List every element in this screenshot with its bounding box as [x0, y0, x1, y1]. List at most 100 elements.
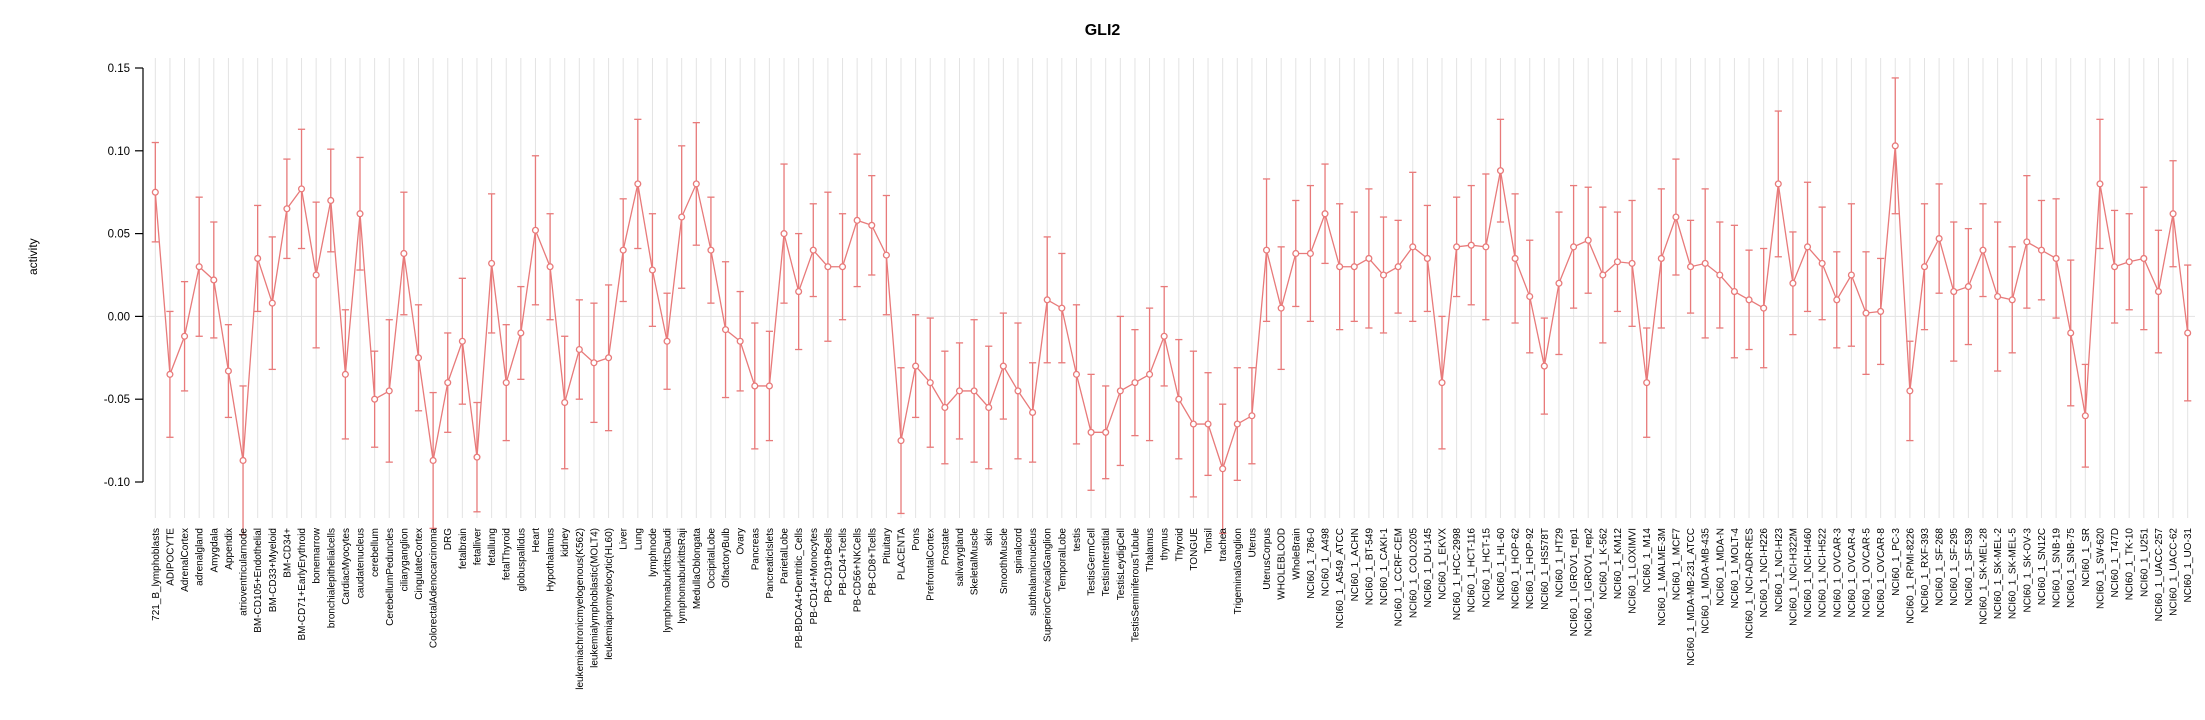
x-category-label: ParietalLobe — [780, 528, 791, 585]
data-point — [1657, 254, 1665, 262]
x-category-label: NCI60_1_HCT-116 — [1467, 528, 1478, 613]
data-point — [575, 345, 583, 354]
x-category-label: PB-CD56+NKCells — [853, 528, 864, 612]
x-category-label: NCI60_1_OVCAR-8 — [1876, 528, 1887, 618]
data-point — [1394, 263, 1402, 271]
data-point — [955, 387, 964, 395]
data-point — [2154, 288, 2162, 296]
data-point — [1964, 283, 1972, 291]
x-category-label: NCI60_1_KM12 — [1613, 528, 1624, 600]
x-category-label: NCI60_1_SK-OV-3 — [2022, 528, 2033, 613]
data-point — [1687, 263, 1695, 271]
data-point — [751, 382, 759, 390]
x-category-label: NCI60_1_SF-295 — [1949, 528, 1960, 606]
x-category-label: NCI60_1_OVCAR-3 — [1832, 528, 1843, 618]
data-point — [1277, 304, 1285, 312]
data-point — [1175, 395, 1183, 403]
x-category-label: NCI60_1_A498 — [1321, 528, 1332, 597]
x-category-label: NCI60_1_MOLT-4 — [1730, 528, 1741, 609]
x-category-label: PB-CD8+Tcells — [867, 528, 878, 596]
x-category-label: NCI60_1_HOP-92 — [1525, 528, 1536, 610]
data-point — [254, 254, 262, 262]
x-category-label: NCI60_1_DU-145 — [1423, 528, 1434, 608]
x-category-label: Tonsil — [1204, 528, 1215, 554]
x-category-label: PB-CD19+Bcells — [823, 528, 834, 603]
data-point — [166, 370, 174, 378]
data-point — [2008, 296, 2016, 304]
x-category-label: TestisLeydigCell — [1116, 528, 1127, 600]
data-point — [1189, 420, 1197, 428]
data-point — [2096, 180, 2104, 188]
data-point — [312, 271, 320, 279]
data-point — [1760, 304, 1768, 312]
x-category-label: NCI60_1_SK-MEL-5 — [2008, 528, 2019, 620]
chart-title: GLI2 — [1084, 22, 1121, 39]
data-point — [648, 266, 656, 274]
data-point — [1029, 408, 1037, 416]
x-category-label: TestisInterstitial — [1101, 528, 1112, 596]
x-category-label: Lung — [633, 528, 644, 550]
x-category-label: ADIPOCYTE — [165, 528, 176, 586]
x-category-label: Ovary — [736, 528, 747, 555]
x-category-label: NCI60_1_SK-MEL-2 — [1993, 528, 2004, 620]
x-category-label: skin — [984, 528, 995, 546]
data-point — [1219, 465, 1227, 473]
x-category-label: kidney — [560, 528, 571, 557]
data-point — [1262, 246, 1271, 254]
data-point — [795, 288, 803, 296]
data-point — [1453, 243, 1461, 251]
data-point — [838, 263, 847, 271]
data-point — [1833, 296, 1841, 304]
x-category-label: BM-CD105+Endothelial — [253, 528, 264, 633]
y-tick-label: 0.00 — [108, 311, 130, 323]
data-point — [1599, 271, 1607, 279]
x-category-label: Appendix — [224, 528, 235, 570]
data-point — [1131, 379, 1139, 387]
x-category-label: NCI60_1_IGROV1_rep1 — [1569, 528, 1580, 637]
data-point — [2169, 210, 2177, 218]
data-point — [1423, 254, 1431, 262]
data-point — [1336, 263, 1344, 271]
x-category-label: NCI60_1_CAKI-1 — [1379, 528, 1390, 606]
x-category-label: NCI60_1_NCI-H522 — [1818, 528, 1829, 618]
y-tick-label: 0.15 — [108, 63, 130, 75]
x-category-label: thymus — [1160, 528, 1171, 560]
x-category-label: SmoothMuscle — [999, 528, 1010, 595]
x-category-label: NCI60_1_HT29 — [1554, 528, 1565, 598]
x-category-label: lymphnode — [648, 528, 659, 577]
data-point — [1643, 379, 1651, 387]
x-category-label: AdrenalCortex — [180, 528, 191, 592]
data-point — [970, 387, 978, 395]
data-point — [1146, 370, 1154, 378]
x-category-label: BM-CD34+ — [282, 528, 293, 578]
data-point — [458, 337, 466, 345]
x-category-label: Pituitary — [882, 528, 893, 564]
data-point — [224, 367, 232, 375]
x-category-label: globuspallidus — [516, 528, 527, 591]
x-category-label: NCI60_1_RXF-393 — [1920, 528, 1931, 613]
x-category-label: NCI60_1_SF-539 — [1964, 528, 1975, 606]
x-category-label: NCI60_1_HOP-62 — [1511, 528, 1522, 610]
series-line — [154, 145, 2189, 471]
x-category-label: Pancreas — [750, 528, 761, 570]
data-point — [678, 213, 686, 221]
data-point — [1935, 235, 1943, 243]
y-tick-label: -0.10 — [104, 477, 130, 489]
data-point — [181, 332, 189, 340]
y-tick-label: 0.10 — [108, 146, 130, 158]
x-category-label: NCI60_1_T47D — [2110, 528, 2121, 597]
data-point — [1701, 259, 1709, 267]
x-category-label: lymphomaburkittsDaudi — [663, 528, 674, 633]
x-category-label: NCI60_1_NCI-H460 — [1803, 528, 1814, 618]
x-category-label: subthalamicnucleus — [1028, 528, 1039, 616]
data-point — [1540, 362, 1548, 370]
x-category-label: BM-CD33+Myeloid — [268, 528, 279, 612]
x-category-label: fetallung — [487, 528, 498, 566]
data-point — [2067, 329, 2075, 337]
x-category-label: salivarygland — [955, 528, 966, 586]
x-category-label: trachea — [1218, 528, 1229, 562]
x-category-label: DRG — [443, 528, 454, 550]
data-point — [1306, 249, 1314, 258]
x-category-label: caudatenucleus — [356, 528, 367, 598]
data-point — [414, 354, 423, 362]
